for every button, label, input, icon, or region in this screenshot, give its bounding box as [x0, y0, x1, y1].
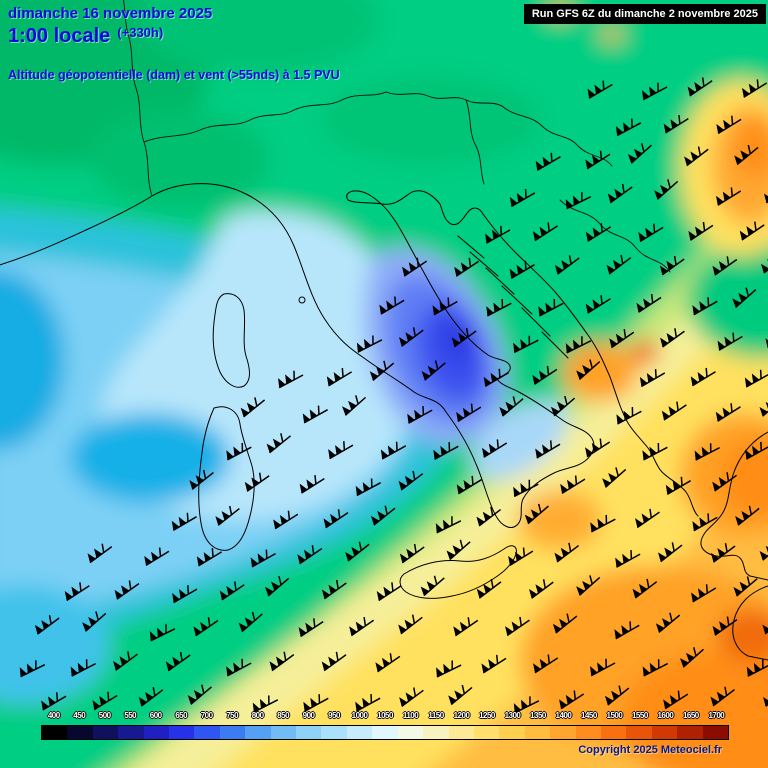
- scale-segment: [296, 726, 322, 739]
- scale-segment: [550, 726, 576, 739]
- scale-segment: [423, 726, 449, 739]
- scale-segment: [143, 726, 170, 739]
- scale-label: 900: [302, 711, 315, 720]
- scale-labels: 400 450 500 550 600 650 700 750 800 850 900 950 1000…: [41, 711, 729, 720]
- chart-subtitle: Altitude géopotentielle (dam) et vent (>…: [8, 68, 340, 82]
- date-title: dimanche 16 novembre 2025: [8, 5, 213, 22]
- scale-segment: [575, 726, 601, 739]
- scale-segment: [169, 726, 195, 739]
- scale-label: 700: [200, 711, 213, 720]
- scale-segment: [270, 726, 297, 739]
- country-borders: [123, 0, 671, 273]
- scale-label: 1650: [682, 711, 699, 720]
- scale-label: 1000: [351, 711, 368, 720]
- scale-label: 950: [328, 711, 340, 720]
- scale-label: 1450: [581, 711, 597, 720]
- scale-segment: [499, 726, 525, 739]
- scale-label: 1500: [606, 711, 623, 720]
- scale-segment: [397, 726, 424, 739]
- scale-label: 1150: [428, 711, 444, 720]
- scale-segment: [702, 726, 728, 739]
- scale-segment: [42, 726, 68, 739]
- scale-label: 650: [175, 711, 188, 720]
- scale-segment: [245, 726, 271, 739]
- scale-segment: [92, 726, 119, 739]
- copyright-text: Copyright 2025 Meteociel.fr: [578, 744, 722, 756]
- scale-label: 1100: [402, 711, 419, 720]
- scale-segment: [626, 726, 652, 739]
- scale-segment: [651, 726, 678, 739]
- scale-segment: [372, 726, 398, 739]
- scale-label: 400: [47, 711, 60, 720]
- scale-segment: [118, 726, 144, 739]
- scale-segment: [346, 726, 373, 739]
- coastlines: [0, 183, 768, 661]
- forecast-offset-label: (+330h): [117, 25, 164, 40]
- scale-label: 550: [124, 711, 137, 720]
- scale-segment: [321, 726, 347, 739]
- scale-label: 800: [251, 711, 264, 720]
- scale-segment: [194, 726, 220, 739]
- local-time-label: 1:00 locale: [8, 25, 111, 47]
- scale-label: 750: [226, 711, 239, 720]
- scale-segment: [524, 726, 551, 739]
- scale-segment: [600, 726, 627, 739]
- scale-label: 1050: [377, 711, 393, 720]
- scale-label: 1700: [708, 711, 725, 720]
- scale-segment: [67, 726, 93, 739]
- scale-label: 450: [73, 711, 86, 720]
- scale-segment: [219, 726, 246, 739]
- scale-segment: [677, 726, 703, 739]
- scale-segment: [448, 726, 474, 739]
- scale-bar: [41, 725, 729, 740]
- scale-label: 600: [149, 711, 162, 720]
- scale-label: 1400: [555, 711, 572, 720]
- scale-label: 1600: [657, 711, 674, 720]
- scale-label: 1250: [479, 711, 495, 720]
- model-run-badge: Run GFS 6Z du dimanche 2 novembre 2025: [523, 4, 766, 24]
- scale-segment: [473, 726, 500, 739]
- scale-label: 850: [277, 711, 290, 720]
- scale-label: 500: [98, 711, 111, 720]
- time-title: 1:00 locale (+330h): [8, 25, 163, 48]
- scale-label: 1550: [631, 711, 648, 720]
- scale-label: 1350: [530, 711, 546, 720]
- scale-label: 1300: [504, 711, 521, 720]
- scale-label: 1200: [453, 711, 470, 720]
